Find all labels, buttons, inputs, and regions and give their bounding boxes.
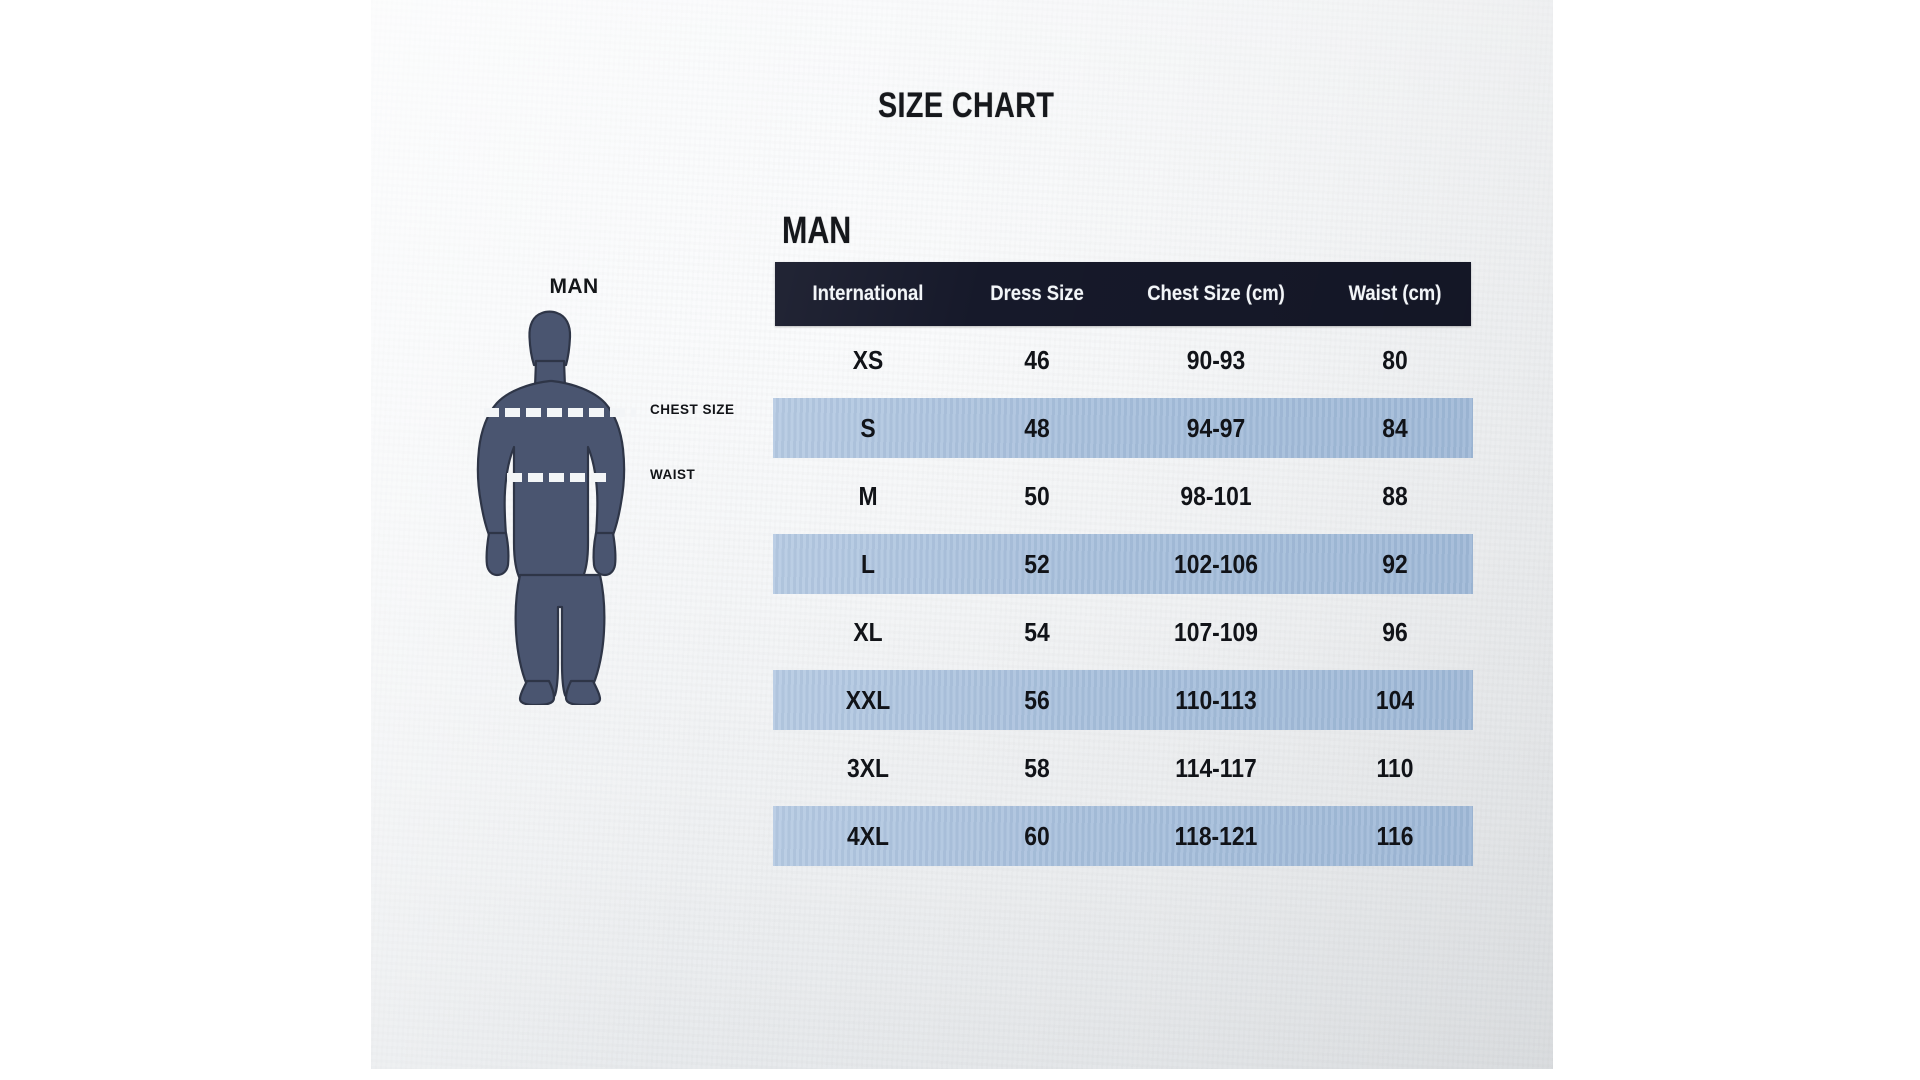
cell-chest-size: 90-93 <box>1186 344 1246 375</box>
chest-measure-dashed-line <box>484 408 636 417</box>
cell-chest-size: 118-121 <box>1174 820 1258 851</box>
body-figure-diagram: MAN CHEST SIZE WAIST <box>470 275 800 705</box>
table-row: L 52 102-106 92 <box>773 530 1473 598</box>
table-header-row: International Dress Size Chest Size (cm)… <box>775 262 1471 326</box>
table-row: 4XL 60 118-121 116 <box>773 802 1473 870</box>
cell-dress-size: 58 <box>1024 752 1050 783</box>
cell-waist: 80 <box>1382 344 1408 375</box>
cell-international: M <box>858 480 878 511</box>
cell-waist: 110 <box>1376 752 1414 783</box>
column-header-chest-size: Chest Size (cm) <box>1147 282 1285 305</box>
cell-dress-size: 60 <box>1024 820 1050 851</box>
cell-chest-size: 114-117 <box>1175 752 1257 783</box>
column-header-dress-size: Dress Size <box>990 282 1084 305</box>
waist-measure-dashed-line <box>507 473 610 482</box>
cell-chest-size: 107-109 <box>1174 616 1258 647</box>
cell-dress-size: 52 <box>1024 548 1050 579</box>
chest-size-label: CHEST SIZE <box>650 402 735 417</box>
waist-label: WAIST <box>650 467 696 482</box>
cell-waist: 88 <box>1382 480 1408 511</box>
column-header-waist: Waist (cm) <box>1348 282 1442 305</box>
cell-chest-size: 94-97 <box>1186 412 1246 443</box>
cell-waist: 104 <box>1375 684 1415 715</box>
column-header-international: International <box>812 282 924 305</box>
cell-waist: 96 <box>1382 616 1408 647</box>
figure-label-man: MAN <box>549 275 599 298</box>
table-row: XXL 56 110-113 104 <box>773 666 1473 734</box>
cell-international: XS <box>852 344 884 375</box>
cell-international: XXL <box>845 684 891 715</box>
table-row: XL 54 107-109 96 <box>775 598 1471 666</box>
cell-international: S <box>860 412 876 443</box>
cell-dress-size: 50 <box>1024 480 1050 511</box>
male-body-silhouette-icon <box>470 307 650 705</box>
cell-waist: 92 <box>1382 548 1408 579</box>
cell-chest-size: 102-106 <box>1174 548 1258 579</box>
cell-international: XL <box>853 616 883 647</box>
size-chart-table: International Dress Size Chest Size (cm)… <box>773 262 1473 870</box>
cell-chest-size: 110-113 <box>1175 684 1257 715</box>
cell-dress-size: 48 <box>1024 412 1050 443</box>
cell-international: 4XL <box>847 820 889 851</box>
cell-chest-size: 98-101 <box>1180 480 1252 511</box>
cell-international: L <box>861 548 875 579</box>
cell-dress-size: 54 <box>1024 616 1050 647</box>
page-title: SIZE CHART <box>878 86 1055 125</box>
table-body: XS 46 90-93 80 S 48 94-97 84 M 50 98-101 88 L 52 102-1… <box>773 326 1473 870</box>
cell-dress-size: 56 <box>1024 684 1050 715</box>
table-row: S 48 94-97 84 <box>773 394 1473 462</box>
table-row: M 50 98-101 88 <box>775 462 1471 530</box>
cell-dress-size: 46 <box>1024 344 1050 375</box>
cell-waist: 84 <box>1382 412 1408 443</box>
table-row: 3XL 58 114-117 110 <box>775 734 1471 802</box>
section-label-man: MAN <box>782 210 852 252</box>
cell-waist: 116 <box>1376 820 1414 851</box>
table-row: XS 46 90-93 80 <box>775 326 1471 394</box>
cell-international: 3XL <box>847 752 889 783</box>
